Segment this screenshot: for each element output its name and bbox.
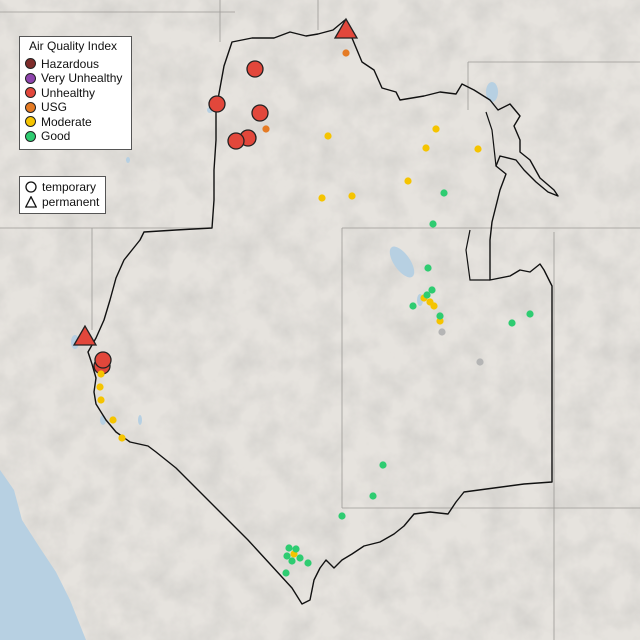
legend-item-temporary: temporary <box>20 180 105 195</box>
legend-item-label: Unhealthy <box>41 85 96 100</box>
legend-item-label: USG <box>41 100 68 114</box>
legend-item-usg: USG <box>20 100 131 115</box>
monitor-moderate <box>97 396 105 404</box>
monitor-permanent-unhealthy <box>333 17 359 39</box>
moderate-swatch-icon <box>25 116 36 128</box>
lake <box>389 246 415 278</box>
aqi-legend: Air Quality Index Hazardous Very Unhealt… <box>19 36 132 150</box>
monitor-usg <box>262 125 270 133</box>
monitor-moderate <box>348 192 356 200</box>
monitor-good <box>296 554 304 562</box>
monitor-good <box>283 552 291 560</box>
monitor-unhealthy <box>94 351 112 369</box>
monitor-moderate <box>432 125 440 133</box>
monitor-no-data <box>476 358 484 366</box>
monitor-moderate <box>109 416 117 424</box>
monitor-usg <box>342 49 350 57</box>
monitor-good <box>526 310 534 318</box>
site-type-legend: temporary permanent <box>19 176 106 214</box>
monitor-moderate <box>97 370 105 378</box>
legend-item-label: temporary <box>42 180 97 194</box>
monitor-good <box>369 492 377 500</box>
legend-item-label: Very Unhealthy <box>41 71 123 85</box>
lake <box>126 157 130 163</box>
triangle-outline-icon <box>25 195 37 208</box>
legend-item-label: Moderate <box>41 114 92 129</box>
monitor-good <box>282 569 290 577</box>
aqi-markers <box>72 17 534 577</box>
legend-item-very-unhealthy: Very Unhealthy <box>20 71 131 86</box>
monitor-unhealthy <box>227 132 245 150</box>
monitor-good <box>304 559 312 567</box>
lake <box>138 415 142 425</box>
lake <box>486 82 498 102</box>
legend-item-moderate: Moderate <box>20 115 131 130</box>
monitor-moderate <box>324 132 332 140</box>
hazardous-swatch-icon <box>25 58 36 70</box>
monitor-moderate <box>430 302 438 310</box>
legend-item-hazardous: Hazardous <box>20 57 131 72</box>
good-swatch-icon <box>25 130 36 142</box>
legend-item-label: Hazardous <box>41 56 100 71</box>
monitor-good <box>508 319 516 327</box>
circle-outline-icon <box>25 181 37 193</box>
monitor-moderate <box>118 434 126 442</box>
legend-item-good: Good <box>20 129 131 144</box>
very-unhealthy-swatch-icon <box>25 72 36 84</box>
monitor-moderate <box>474 145 482 153</box>
legend-title: Air Quality Index <box>29 39 118 53</box>
monitor-good <box>436 312 444 320</box>
monitor-good <box>285 544 293 552</box>
monitor-unhealthy <box>208 95 226 113</box>
monitor-good <box>423 291 431 299</box>
monitor-permanent-unhealthy <box>72 324 98 346</box>
monitor-good <box>424 264 432 272</box>
unhealthy-swatch-icon <box>25 87 36 99</box>
region-boundary-inner <box>465 229 490 281</box>
monitor-good <box>440 189 448 197</box>
region-boundary-inner <box>485 111 497 167</box>
monitor-moderate <box>318 194 326 202</box>
monitor-unhealthy <box>251 104 269 122</box>
legend-item-unhealthy: Unhealthy <box>20 86 131 101</box>
monitor-moderate <box>96 383 104 391</box>
monitor-good <box>428 286 436 294</box>
monitor-good <box>338 512 346 520</box>
monitor-moderate <box>436 317 444 325</box>
legend-item-label: permanent <box>42 194 100 209</box>
monitor-good <box>288 557 296 565</box>
monitor-good <box>292 545 300 553</box>
monitor-good <box>429 220 437 228</box>
legend-item-permanent: permanent <box>20 195 105 210</box>
legend-item-label: Good <box>41 129 71 143</box>
monitor-good <box>409 302 417 310</box>
monitor-moderate <box>404 177 412 185</box>
monitor-moderate <box>422 144 430 152</box>
region-boundary <box>87 19 559 605</box>
usg-swatch-icon <box>25 101 36 113</box>
monitor-no-data <box>438 328 446 336</box>
ocean <box>0 470 86 640</box>
monitor-unhealthy <box>246 60 264 78</box>
monitor-good <box>379 461 387 469</box>
